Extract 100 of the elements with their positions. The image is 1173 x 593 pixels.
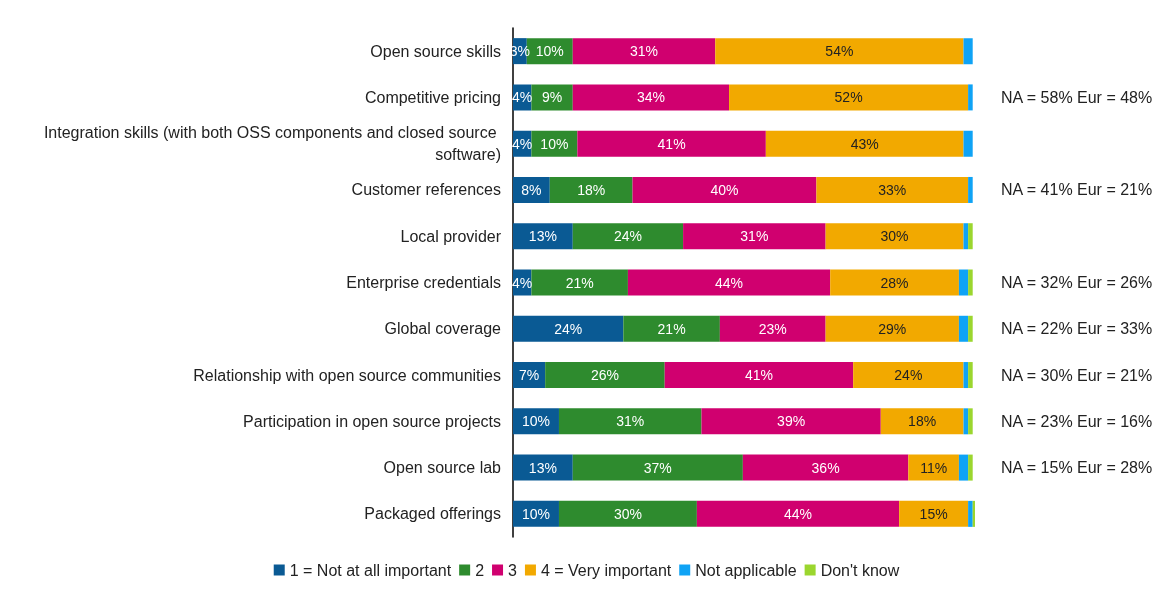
bar: [549, 176, 633, 203]
data-label: 34%: [636, 89, 665, 106]
legend-label: 4 = Very important: [540, 561, 672, 579]
data-label: 31%: [630, 43, 659, 60]
y-tick-label: Open source lab: [383, 459, 502, 477]
bar: [558, 500, 697, 527]
data-label: 21%: [565, 274, 594, 291]
bar: [531, 269, 628, 296]
y-tick-label: Packaged offerings: [364, 505, 501, 523]
data-label: 13%: [528, 459, 557, 476]
y-tick-label: Participation in open source projects: [243, 412, 501, 430]
data-label: 24%: [613, 228, 642, 245]
bar: [968, 84, 973, 111]
data-label: 23%: [758, 320, 787, 337]
bar: [572, 223, 684, 250]
data-label: 44%: [784, 505, 813, 522]
bar: [968, 500, 973, 527]
bar: [899, 500, 969, 527]
bar: [968, 176, 973, 203]
data-label: 30%: [613, 505, 642, 522]
bar: [765, 130, 964, 157]
data-label: 31%: [616, 413, 645, 430]
bar: [825, 315, 959, 342]
bar: [627, 269, 831, 296]
legend-label: 3: [508, 561, 518, 579]
bar: [696, 500, 900, 527]
bar: [908, 454, 959, 481]
bar: [577, 130, 766, 157]
data-label: 18%: [908, 413, 937, 430]
data-label: 36%: [811, 459, 840, 476]
data-label: 29%: [878, 320, 907, 337]
data-label: 43%: [850, 135, 879, 152]
data-label: 4%: [512, 274, 533, 291]
y-tick-label: Enterprise credentials: [346, 274, 501, 291]
data-label: 41%: [744, 367, 773, 384]
bar: [715, 38, 964, 65]
data-label: 40%: [710, 181, 739, 198]
text: NA = 23% Eur = 16%: [1001, 412, 1153, 430]
bar: [623, 315, 720, 342]
data-label: 30%: [880, 228, 909, 245]
bar: [683, 223, 826, 250]
data-label: 44%: [715, 274, 744, 291]
data-label: 21%: [657, 320, 686, 337]
bar: [513, 454, 573, 481]
bar: [572, 38, 716, 65]
data-label: 10%: [535, 43, 564, 60]
bar: [572, 84, 730, 111]
legend-label: 2: [475, 561, 485, 579]
bar: [545, 362, 665, 389]
text: NA = 58% Eur = 48%: [1001, 88, 1153, 106]
data-label: 11%: [920, 459, 948, 476]
bar: [830, 269, 959, 296]
text: NA = 30% Eur = 21%: [1001, 366, 1153, 384]
bar: [513, 315, 624, 342]
bar: [719, 315, 826, 342]
data-label: 10%: [521, 505, 550, 522]
data-label: 24%: [554, 320, 583, 337]
data-label: 10%: [540, 135, 569, 152]
data-label: 18%: [577, 181, 606, 198]
data-label: 52%: [834, 89, 863, 106]
bar: [958, 269, 969, 296]
data-label: 26%: [590, 367, 619, 384]
bar: [968, 269, 973, 296]
data-label: 33%: [878, 181, 907, 198]
text: NA = 15% Eur = 28%: [1001, 459, 1153, 477]
bar: [958, 454, 969, 481]
data-label: 15%: [919, 505, 948, 522]
data-label: 10%: [521, 413, 550, 430]
data-label: 37%: [643, 459, 672, 476]
bar: [632, 176, 817, 203]
bar: [816, 176, 969, 203]
text: NA = 32% Eur = 26%: [1001, 274, 1153, 291]
bar: [968, 408, 973, 435]
data-label: 31%: [740, 228, 769, 245]
bar: [968, 362, 973, 389]
data-label: 13%: [528, 228, 557, 245]
data-label: 41%: [657, 135, 686, 152]
bar: [880, 408, 964, 435]
data-label: 4%: [512, 89, 533, 106]
data-label: 8%: [521, 181, 542, 198]
data-label: 7%: [518, 367, 540, 384]
y-tick-label: Open source skills: [370, 42, 501, 60]
data-label: 24%: [894, 367, 923, 384]
bar: [853, 362, 964, 389]
bar: [963, 130, 973, 157]
data-label: 9%: [541, 89, 563, 106]
bar: [701, 408, 881, 435]
y-tick-label: Local provider: [400, 227, 502, 245]
bar: [825, 223, 964, 250]
bar: [963, 38, 973, 65]
bar: [742, 454, 909, 481]
bar: [572, 454, 743, 481]
bar: [968, 454, 973, 481]
text: NA = 22% Eur = 33%: [1001, 320, 1153, 338]
bar: [968, 223, 973, 250]
bar: [968, 315, 973, 342]
bar: [958, 315, 969, 342]
y-tick-label: Global coverage: [384, 320, 502, 338]
bar: [558, 408, 702, 435]
bar: [513, 223, 573, 250]
